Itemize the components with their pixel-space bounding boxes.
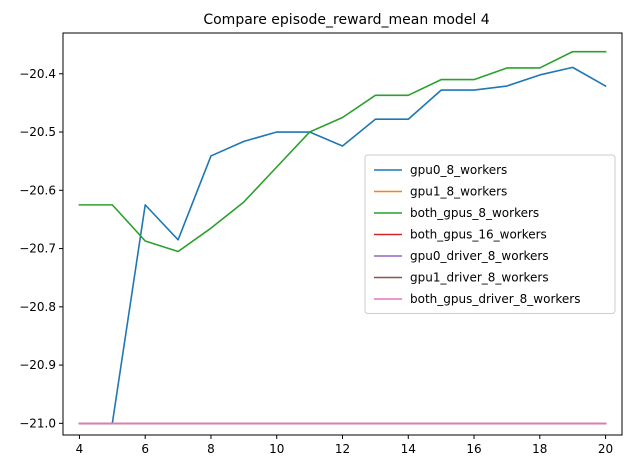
chart-title: Compare episode_reward_mean model 4 <box>203 12 489 28</box>
legend-label: gpu0_8_workers <box>410 163 507 177</box>
y-tick-label: −20.5 <box>19 125 56 139</box>
series-line-gpu0-8-workers <box>78 66 607 425</box>
y-tick-label: −20.9 <box>19 358 56 372</box>
legend-box <box>364 154 616 314</box>
x-tick-label: 14 <box>401 442 416 456</box>
x-axis: 4 6 8 10 12 14 16 18 20 <box>76 435 613 456</box>
legend: gpu0_8_workers gpu1_8_workers both_gpus_8_… <box>364 154 616 314</box>
legend-label: gpu1_driver_8_workers <box>410 271 549 285</box>
y-axis: −21.0 −20.9 −20.8 −20.7 −20.6 −20.5 −20.4 <box>19 67 63 430</box>
legend-label: both_gpus_driver_8_workers <box>410 292 580 306</box>
series-layer <box>78 50 607 425</box>
legend-label: gpu0_driver_8_workers <box>410 249 549 263</box>
legend-label: both_gpus_8_workers <box>410 206 539 220</box>
x-tick-label: 8 <box>207 442 215 456</box>
y-tick-label: −21.0 <box>19 416 56 430</box>
x-tick-label: 20 <box>598 442 613 456</box>
x-tick-label: 6 <box>141 442 149 456</box>
x-tick-label: 16 <box>466 442 481 456</box>
legend-label: both_gpus_16_workers <box>410 228 547 242</box>
x-tick-label: 4 <box>76 442 84 456</box>
y-tick-label: −20.6 <box>19 183 56 197</box>
y-tick-label: −20.4 <box>19 67 56 81</box>
series-line-both-gpus-8-workers <box>78 50 607 253</box>
x-tick-label: 10 <box>269 442 284 456</box>
y-tick-label: −20.8 <box>19 300 56 314</box>
y-tick-label: −20.7 <box>19 242 56 256</box>
x-tick-label: 18 <box>532 442 547 456</box>
x-tick-label: 12 <box>335 442 350 456</box>
legend-label: gpu1_8_workers <box>410 185 507 199</box>
